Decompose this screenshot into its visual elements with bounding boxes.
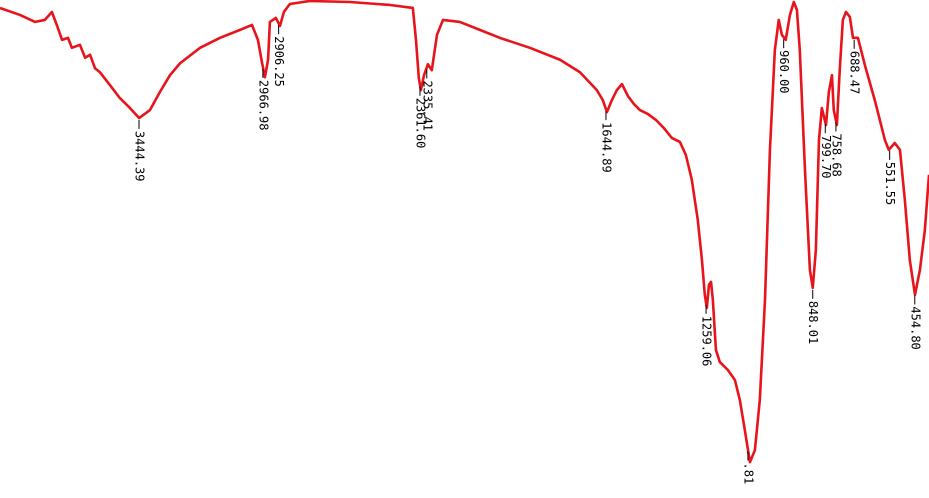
peak-label: 1259.06 (700, 316, 714, 367)
peak-label: 848.01 (806, 301, 820, 344)
peak-label: 454.80 (908, 306, 922, 349)
spectrum-line (0, 0, 929, 464)
peak-label: 2906.25 (272, 36, 286, 87)
peak-label: 960.00 (777, 50, 791, 93)
peak-label: 688.47 (848, 51, 862, 94)
peak-label: 799.70 (819, 135, 833, 178)
peak-label: 551.55 (883, 162, 897, 205)
peak-label: 1644.89 (599, 122, 613, 173)
peak-label: 758.68 (829, 133, 843, 176)
peak-label: .81 (741, 463, 755, 485)
peak-label: 3444.39 (132, 131, 146, 182)
peak-label: 2335.41 (420, 80, 434, 131)
peak-label: 2966.98 (256, 80, 270, 131)
peak-label: 2361.60 (413, 98, 427, 149)
